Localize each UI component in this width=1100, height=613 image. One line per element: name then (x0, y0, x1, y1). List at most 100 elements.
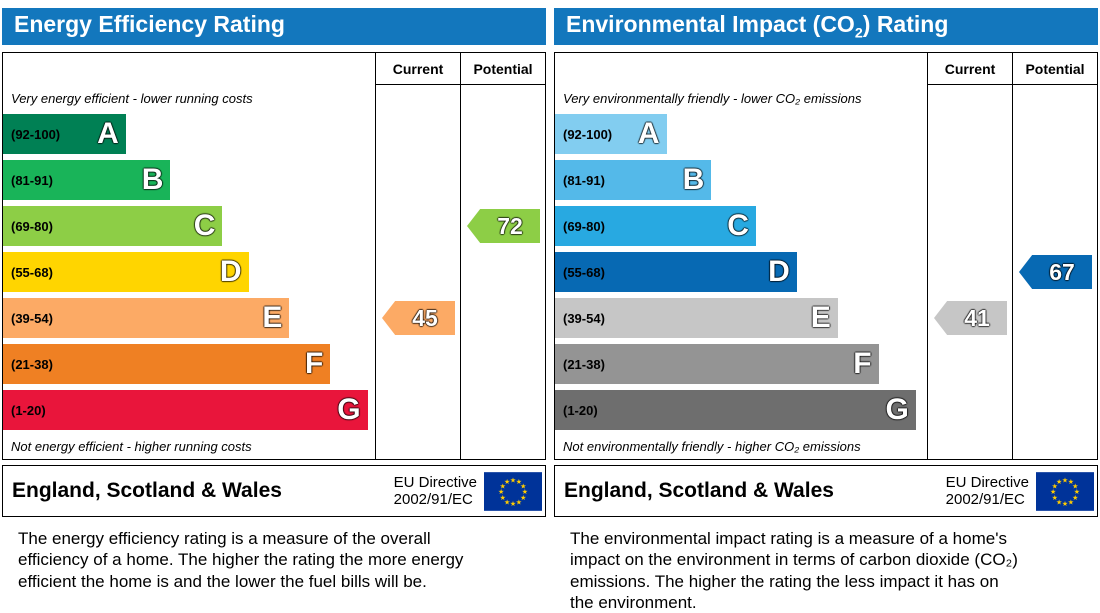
chart-title-bar: Energy Efficiency Rating (2, 8, 546, 45)
band-row: (81-91) B (3, 157, 375, 203)
band-range: (55-68) (563, 264, 605, 280)
potential-header: Potential (1013, 53, 1097, 85)
band-range: (21-38) (563, 356, 605, 372)
chart-title-bar: Environmental Impact (CO2) Rating (554, 8, 1098, 45)
band-g: (1-20) G (3, 390, 368, 430)
band-range: (39-54) (563, 310, 605, 326)
band-letter: D (768, 255, 790, 288)
chart-description: The environmental impact rating is a mea… (570, 529, 1018, 612)
svg-text:★: ★ (1072, 494, 1078, 502)
band-range: (92-100) (11, 126, 61, 142)
band-letter: E (810, 301, 831, 334)
svg-text:★: ★ (1050, 488, 1056, 496)
current-column: Current 41 (927, 53, 1012, 459)
band-b: (81-91) B (3, 160, 171, 200)
svg-text:★: ★ (1068, 498, 1074, 506)
region-label: England, Scotland & Wales (12, 479, 282, 502)
svg-text:★: ★ (1056, 498, 1062, 506)
band-g: (1-20) G (555, 390, 916, 430)
band-row: (39-54) E (3, 295, 375, 341)
band-d: (55-68) D (555, 252, 797, 292)
top-note: Very environmentally friendly - lower CO… (563, 90, 862, 106)
eu-directive-label: EU Directive 2002/91/EC (945, 473, 1029, 508)
band-row: (69-80) C (3, 203, 375, 249)
current-header: Current (928, 53, 1012, 85)
band-row: (69-80) C (555, 203, 927, 249)
svg-text:★: ★ (510, 476, 516, 484)
rating-chart: Very energy efficient - lower running co… (2, 52, 546, 460)
svg-text:★: ★ (1072, 482, 1078, 490)
svg-text:★: ★ (500, 494, 506, 502)
svg-text:★: ★ (1052, 494, 1058, 502)
band-b: (81-91) B (555, 160, 712, 200)
eu-directive-label: EU Directive 2002/91/EC (393, 473, 477, 508)
band-row: (55-68) D (3, 249, 375, 295)
svg-text:★: ★ (504, 498, 510, 506)
band-row: (39-54) E (555, 295, 927, 341)
band-row: (81-91) B (555, 157, 927, 203)
current-rating-value: 41 (964, 304, 990, 331)
svg-text:★: ★ (516, 498, 522, 506)
svg-text:★: ★ (504, 477, 510, 485)
band-letter: C (193, 209, 216, 242)
svg-text:★: ★ (1062, 500, 1068, 508)
bottom-note: Not environmentally friendly - higher CO… (563, 438, 861, 454)
svg-text:★: ★ (520, 494, 526, 502)
svg-text:★: ★ (498, 488, 504, 496)
band-a: (92-100) A (555, 114, 667, 154)
current-rating-arrow: 45 (382, 301, 455, 335)
top-note: Very energy efficient - lower running co… (11, 90, 253, 106)
band-row: (21-38) F (555, 341, 927, 387)
current-rating-arrow: 41 (934, 301, 1007, 335)
band-row: (92-100) A (3, 111, 375, 157)
potential-header: Potential (461, 53, 545, 85)
band-column: Very environmentally friendly - lower CO… (555, 53, 927, 459)
svg-text:★: ★ (1062, 476, 1068, 484)
band-c: (69-80) C (555, 206, 756, 246)
band-row: (92-100) A (555, 111, 927, 157)
band-f: (21-38) F (3, 344, 331, 384)
svg-text:★: ★ (500, 482, 506, 490)
band-range: (1-20) (11, 402, 46, 418)
band-letter: C (727, 209, 749, 242)
band-column: Very energy efficient - lower running co… (3, 53, 375, 459)
potential-column: Potential 72 (460, 53, 545, 459)
chart-title: Energy Efficiency Rating (14, 11, 285, 38)
svg-text:★: ★ (1056, 477, 1062, 485)
band-range: (69-80) (11, 218, 53, 234)
band-e: (39-54) E (555, 298, 838, 338)
band-range: (55-68) (11, 264, 53, 280)
band-e: (39-54) E (3, 298, 290, 338)
eu-flag-icon: ★ ★ ★ ★ ★ ★ ★ ★ ★ ★ ★ ★ (484, 471, 542, 511)
band-range: (81-91) (563, 172, 605, 188)
band-range: (39-54) (11, 310, 53, 326)
band-f: (21-38) F (555, 344, 879, 384)
potential-rating-arrow: 72 (467, 209, 540, 243)
band-letter: F (853, 347, 872, 380)
band-row: (55-68) D (555, 249, 927, 295)
band-letter: F (305, 347, 324, 380)
potential-column: Potential 67 (1012, 53, 1097, 459)
band-range: (1-20) (563, 402, 598, 418)
band-range: (92-100) (563, 126, 613, 142)
band-letter: B (141, 163, 164, 196)
current-header: Current (376, 53, 460, 85)
rating-chart: Very environmentally friendly - lower CO… (554, 52, 1098, 460)
footer: England, Scotland & Wales EU Directive 2… (554, 465, 1098, 517)
svg-text:★: ★ (1074, 488, 1080, 496)
band-a: (92-100) A (3, 114, 126, 154)
chart-title: Environmental Impact (CO2) Rating (566, 11, 949, 42)
band-range: (81-91) (11, 172, 53, 188)
band-letter: E (262, 301, 283, 334)
chart-description: The energy efficiency rating is a measur… (18, 529, 464, 591)
svg-text:★: ★ (522, 488, 528, 496)
region-label: England, Scotland & Wales (564, 479, 834, 502)
svg-text:★: ★ (520, 482, 526, 490)
band-letter: A (637, 117, 660, 150)
potential-rating-arrow: 67 (1019, 255, 1092, 289)
svg-text:★: ★ (1068, 477, 1074, 485)
band-letter: A (97, 117, 119, 150)
energy-efficiency-panel: Energy Efficiency Rating Very energy eff… (2, 8, 546, 612)
potential-rating-value: 72 (497, 212, 523, 239)
eu-flag-icon: ★ ★ ★ ★ ★ ★ ★ ★ ★ ★ ★ ★ (1036, 471, 1094, 511)
